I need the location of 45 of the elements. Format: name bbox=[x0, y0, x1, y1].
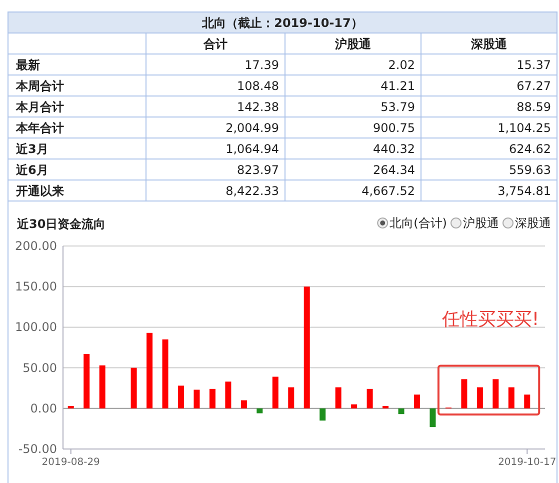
category-label: 深股通 bbox=[470, 37, 508, 51]
y-tick-label: 0.00 bbox=[30, 401, 57, 416]
text: 559.63 bbox=[509, 163, 551, 177]
text: 3,754.81 bbox=[498, 184, 551, 198]
category-label: 本月合计 bbox=[16, 100, 64, 114]
text: 8,422.33 bbox=[226, 184, 279, 198]
text: 深股通 bbox=[515, 216, 551, 230]
text: 北向(合计) bbox=[390, 216, 447, 230]
y-tick-label: 50.00 bbox=[22, 360, 57, 375]
text: 108.48 bbox=[237, 79, 279, 93]
category-label: 最新 bbox=[16, 58, 40, 72]
text: 88.59 bbox=[516, 100, 551, 114]
text: 2.02 bbox=[388, 58, 415, 72]
text: 53.79 bbox=[380, 100, 415, 114]
x-tick-label: 2019-10-17 bbox=[498, 457, 556, 468]
text: 2,004.99 bbox=[226, 121, 279, 135]
annotation: 任性买买买! bbox=[440, 309, 540, 330]
category-label: 本周合计 bbox=[16, 79, 64, 93]
text: 41.21 bbox=[380, 79, 415, 93]
y-tick-label: 100.00 bbox=[15, 320, 57, 334]
y-tick-label: 200.00 bbox=[15, 239, 57, 253]
x-tick-label: 2019-08-29 bbox=[42, 457, 100, 468]
text: 4,667.52 bbox=[362, 184, 415, 198]
text: 1,104.25 bbox=[498, 121, 551, 135]
category-label: 沪股通 bbox=[334, 37, 372, 51]
text: 67.27 bbox=[516, 79, 551, 93]
text: 15.37 bbox=[516, 58, 551, 72]
category-label: 近6月 bbox=[16, 163, 48, 177]
text: 沪股通 bbox=[463, 216, 499, 230]
text: 264.34 bbox=[373, 163, 415, 177]
category-label: 近3月 bbox=[16, 142, 48, 156]
text: 17.39 bbox=[244, 58, 279, 72]
text: 北向（截止：2019-10-17） bbox=[201, 16, 363, 30]
category-label: 开通以来 bbox=[16, 184, 64, 198]
text: 900.75 bbox=[373, 121, 415, 135]
text: 1,064.94 bbox=[226, 142, 279, 156]
text: 440.32 bbox=[373, 142, 415, 156]
y-tick-label: -50.00 bbox=[18, 442, 57, 456]
category-label: 本年合计 bbox=[16, 121, 64, 135]
chart-title: 近30日资金流向 bbox=[16, 217, 106, 231]
text: 142.38 bbox=[237, 100, 279, 114]
text: 823.97 bbox=[237, 163, 279, 177]
category-label: 合计 bbox=[202, 37, 228, 51]
text: 624.62 bbox=[509, 142, 551, 156]
y-tick-label: 150.00 bbox=[15, 280, 57, 294]
